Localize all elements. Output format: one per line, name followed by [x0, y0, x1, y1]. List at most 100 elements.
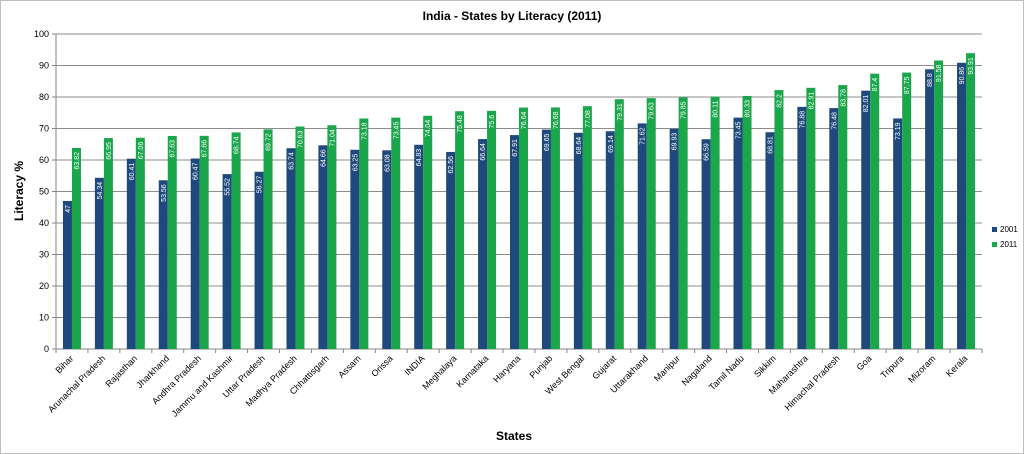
bar-2001: [222, 174, 232, 349]
bar-2001: [605, 131, 615, 349]
bar-2011: [327, 125, 337, 349]
bar-2011: [646, 98, 656, 349]
data-label-2001: 53.56: [161, 184, 168, 202]
data-label-2001: 88.8: [927, 73, 934, 87]
y-tick-label: 40: [39, 218, 49, 228]
data-label-2001: 82.01: [863, 95, 870, 113]
data-label-2001: 64.83: [416, 149, 423, 167]
data-label-2001: 68.64: [576, 137, 583, 155]
data-label-2011: 73.18: [361, 122, 368, 140]
data-label-2001: 64.66: [320, 149, 327, 167]
data-label-2001: 47: [65, 205, 72, 213]
bar-2001: [190, 158, 200, 349]
bar-2011: [391, 117, 401, 349]
legend-swatch-2011: [992, 242, 997, 247]
y-tick-label: 100: [34, 29, 49, 39]
x-tick-label: Kerala: [944, 353, 969, 378]
x-tick-label: Assam: [336, 353, 363, 380]
bar-2011: [902, 72, 912, 350]
y-tick-label: 80: [39, 92, 49, 102]
x-tick-label: Orissa: [369, 353, 394, 378]
bar-2011: [838, 85, 848, 349]
data-label-2011: 82.2: [776, 94, 783, 108]
legend-label-2001: 2001: [1000, 225, 1018, 234]
bar-2011: [519, 107, 528, 349]
bar-2001: [765, 132, 775, 349]
bar-layer: [62, 53, 976, 350]
y-tick-label: 30: [39, 250, 49, 260]
data-label-2011: 82.91: [808, 92, 815, 110]
data-label-2011: 68.74: [234, 136, 241, 154]
bar-2011: [199, 135, 209, 349]
bar-2001: [701, 139, 711, 349]
data-label-2001: 56.27: [257, 176, 264, 194]
data-label-2011: 83.78: [840, 89, 847, 107]
data-label-2001: 76.88: [799, 111, 806, 129]
bar-2011: [582, 106, 592, 349]
data-label-2001: 63.25: [352, 154, 359, 172]
bar-2001: [446, 151, 456, 349]
data-label-2001: 63.08: [384, 154, 391, 172]
x-tick-label: Sikkim: [752, 353, 778, 379]
data-label-2011: 74.04: [425, 120, 432, 138]
data-label-2001: 69.14: [608, 135, 615, 153]
y-tick-label: 70: [39, 124, 49, 134]
bar-2001: [286, 148, 296, 349]
data-label-2011: 76.64: [521, 111, 528, 129]
legend-label-2011: 2011: [1000, 240, 1018, 249]
bar-2011: [742, 95, 752, 349]
data-label-2001: 69.93: [672, 133, 679, 151]
x-tick-label: Haryana: [491, 353, 522, 384]
x-tick-label: Arunachal Pradesh: [46, 353, 107, 414]
y-tick-label: 90: [39, 61, 49, 71]
x-tick-label: Mizoram: [906, 353, 937, 384]
data-label-2011: 87.4: [872, 78, 879, 92]
bar-2011: [806, 87, 816, 350]
data-label-2001: 66.64: [480, 143, 487, 161]
data-label-2001: 90.86: [959, 67, 966, 85]
data-label-2001: 55.52: [225, 178, 232, 196]
bar-2001: [829, 108, 839, 349]
data-label-2001: 54.34: [97, 182, 104, 200]
bar-2001: [733, 117, 743, 349]
legend-swatch-2001: [992, 227, 997, 232]
bar-2011: [678, 97, 688, 349]
data-label-2001: 60.41: [129, 163, 136, 181]
y-tick-label: 20: [39, 281, 49, 291]
data-label-2001: 63.74: [288, 152, 295, 170]
x-tick-label: Tamil Nadu: [707, 353, 746, 392]
y-tick-label: 60: [39, 155, 49, 165]
data-label-2011: 67.63: [170, 140, 177, 158]
bar-2011: [487, 110, 497, 349]
data-label-2011: 76.68: [553, 111, 560, 129]
data-label-2011: 79.85: [681, 101, 688, 119]
x-tick-label: Manipur: [652, 353, 682, 383]
bar-2001: [382, 150, 392, 349]
bar-2001: [126, 158, 136, 349]
data-label-2001: 71.62: [640, 127, 647, 145]
data-label-2011: 69.72: [266, 133, 273, 151]
bar-2011: [295, 126, 305, 349]
x-tick-label: Bihar: [53, 353, 75, 375]
bar-2001: [62, 200, 72, 349]
data-label-2011: 77.08: [585, 110, 592, 128]
x-tick-label: Gujarat: [590, 353, 618, 381]
x-tick-label: Jammu and Kashmir: [170, 353, 235, 418]
bar-2011: [135, 137, 145, 349]
bar-2011: [103, 138, 113, 349]
x-tick-label: Punjab: [527, 353, 554, 380]
data-label-2011: 79.31: [617, 103, 624, 121]
data-label-2011: 79.63: [649, 102, 656, 120]
x-tick-label: Goa: [855, 353, 874, 372]
data-label-2011: 66.95: [106, 142, 113, 160]
data-label-2001: 62.56: [448, 156, 455, 174]
data-label-2011: 87.75: [904, 76, 911, 94]
bar-2001: [893, 118, 903, 349]
bar-2011: [359, 118, 369, 349]
x-tick-label: INDIA: [403, 353, 427, 377]
data-label-2001: 67.91: [512, 139, 519, 157]
bar-2001: [254, 171, 264, 349]
bar-2001: [541, 129, 551, 349]
data-label-2001: 69.65: [544, 134, 551, 152]
